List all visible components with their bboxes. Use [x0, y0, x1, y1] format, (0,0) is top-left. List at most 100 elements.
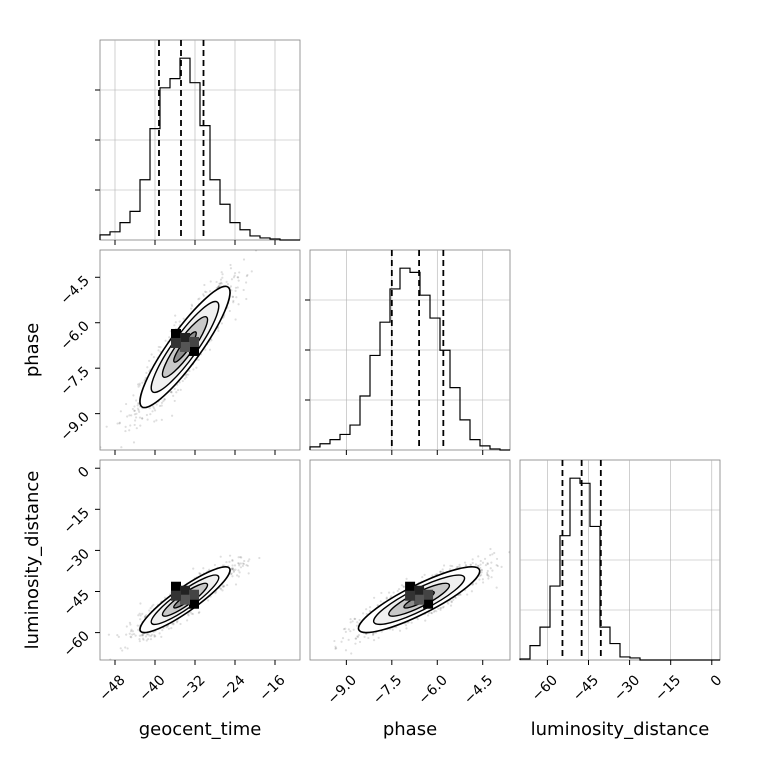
scatter-point: [217, 285, 220, 288]
scatter-point: [355, 624, 359, 627]
scatter-point: [219, 555, 222, 558]
density-cell: [189, 589, 199, 600]
scatter-point: [238, 271, 241, 274]
scatter-point: [130, 414, 133, 417]
scatter-point: [244, 281, 248, 284]
scatter-point: [174, 314, 177, 317]
scatter-point: [421, 576, 424, 579]
scatter-point: [481, 581, 485, 584]
scatter-point: [398, 629, 402, 632]
scatter-point: [480, 574, 483, 577]
scatter-point: [356, 621, 359, 624]
scatter-point: [158, 632, 161, 635]
scatter-point: [170, 391, 173, 394]
scatter-point: [153, 409, 157, 412]
scatter-point: [365, 612, 368, 616]
hist-panel-geocent_time: [95, 39, 301, 245]
scatter-point: [229, 285, 233, 288]
scatter-point: [441, 568, 444, 571]
scatter-point: [486, 562, 489, 566]
scatter-point: [377, 636, 380, 639]
scatter-point: [232, 299, 235, 302]
scatter-point: [362, 612, 365, 615]
scatter-point: [176, 388, 180, 392]
scatter-point: [508, 551, 510, 554]
scatter-point: [144, 376, 147, 379]
scatter-point: [435, 573, 438, 576]
scatter-point: [347, 638, 350, 641]
scatter-point: [479, 566, 482, 570]
scatter-point: [161, 629, 164, 632]
scatter-point: [176, 620, 179, 623]
scatter-point: [480, 568, 483, 571]
scatter-point: [237, 562, 241, 565]
scatter-point: [131, 630, 135, 633]
scatter-point: [481, 578, 484, 581]
scatter-point: [430, 612, 434, 615]
scatter-point: [117, 635, 120, 638]
scatter-point: [160, 401, 164, 404]
scatter-point: [248, 558, 251, 561]
scatter-point: [486, 562, 489, 565]
scatter-point: [231, 575, 234, 578]
scatter-point: [241, 562, 245, 565]
scatter-point: [442, 564, 446, 567]
density-cell: [189, 598, 199, 609]
2d-panel-phase-luminosity_distance: [309, 459, 511, 665]
scatter-point: [210, 339, 213, 342]
histogram-phase: [309, 267, 510, 451]
scatter-point: [219, 588, 223, 591]
scatter-point: [137, 385, 140, 388]
scatter-point: [173, 324, 176, 327]
scatter-point: [173, 399, 176, 403]
scatter-point: [190, 307, 193, 310]
scatter-point: [129, 635, 132, 638]
scatter-point: [334, 647, 337, 650]
scatter-point: [242, 562, 246, 566]
scatter-point: [197, 358, 200, 362]
x-tick-label: −7.5: [370, 672, 405, 707]
x-tick-label: −45: [570, 672, 602, 704]
scatter-point: [455, 566, 459, 569]
scatter-point: [477, 564, 480, 568]
scatter-point: [233, 569, 236, 572]
scatter-point: [207, 599, 210, 602]
scatter-point: [135, 412, 138, 415]
scatter-point: [474, 563, 478, 566]
y-tick-label: −7.5: [57, 364, 92, 399]
scatter-point: [139, 424, 142, 427]
scatter-point: [221, 564, 225, 567]
scatter-point: [131, 633, 134, 636]
scatter-point: [333, 639, 336, 643]
scatter-point: [204, 290, 207, 293]
scatter-point: [448, 568, 452, 571]
scatter-point: [137, 402, 140, 405]
scatter-point: [222, 585, 226, 588]
scatter-point: [349, 621, 352, 624]
scatter-point: [149, 413, 152, 416]
scatter-point: [134, 416, 138, 419]
scatter-point: [439, 570, 442, 573]
scatter-point: [138, 384, 141, 387]
scatter-point: [480, 569, 483, 572]
scatter-point: [170, 414, 174, 417]
scatter-point: [484, 564, 488, 567]
scatter-point: [380, 591, 383, 595]
scatter-point: [356, 635, 359, 638]
scatter-point: [371, 633, 375, 637]
scatter-point: [128, 621, 132, 624]
2d-panel-geocent_time-luminosity_distance: [95, 459, 301, 665]
scatter-point: [145, 633, 149, 636]
scatter-point: [469, 563, 472, 566]
scatter-point: [489, 567, 492, 570]
scatter-point: [351, 620, 354, 623]
scatter-point: [170, 627, 173, 630]
scatter-point: [340, 640, 343, 643]
scatter-point: [178, 320, 181, 323]
scatter-point: [118, 421, 121, 424]
scatter-point: [439, 570, 442, 573]
scatter-point: [478, 578, 481, 581]
y-tick-label: −45: [61, 587, 93, 619]
scatter-point: [487, 577, 490, 580]
scatter-point: [237, 276, 240, 279]
